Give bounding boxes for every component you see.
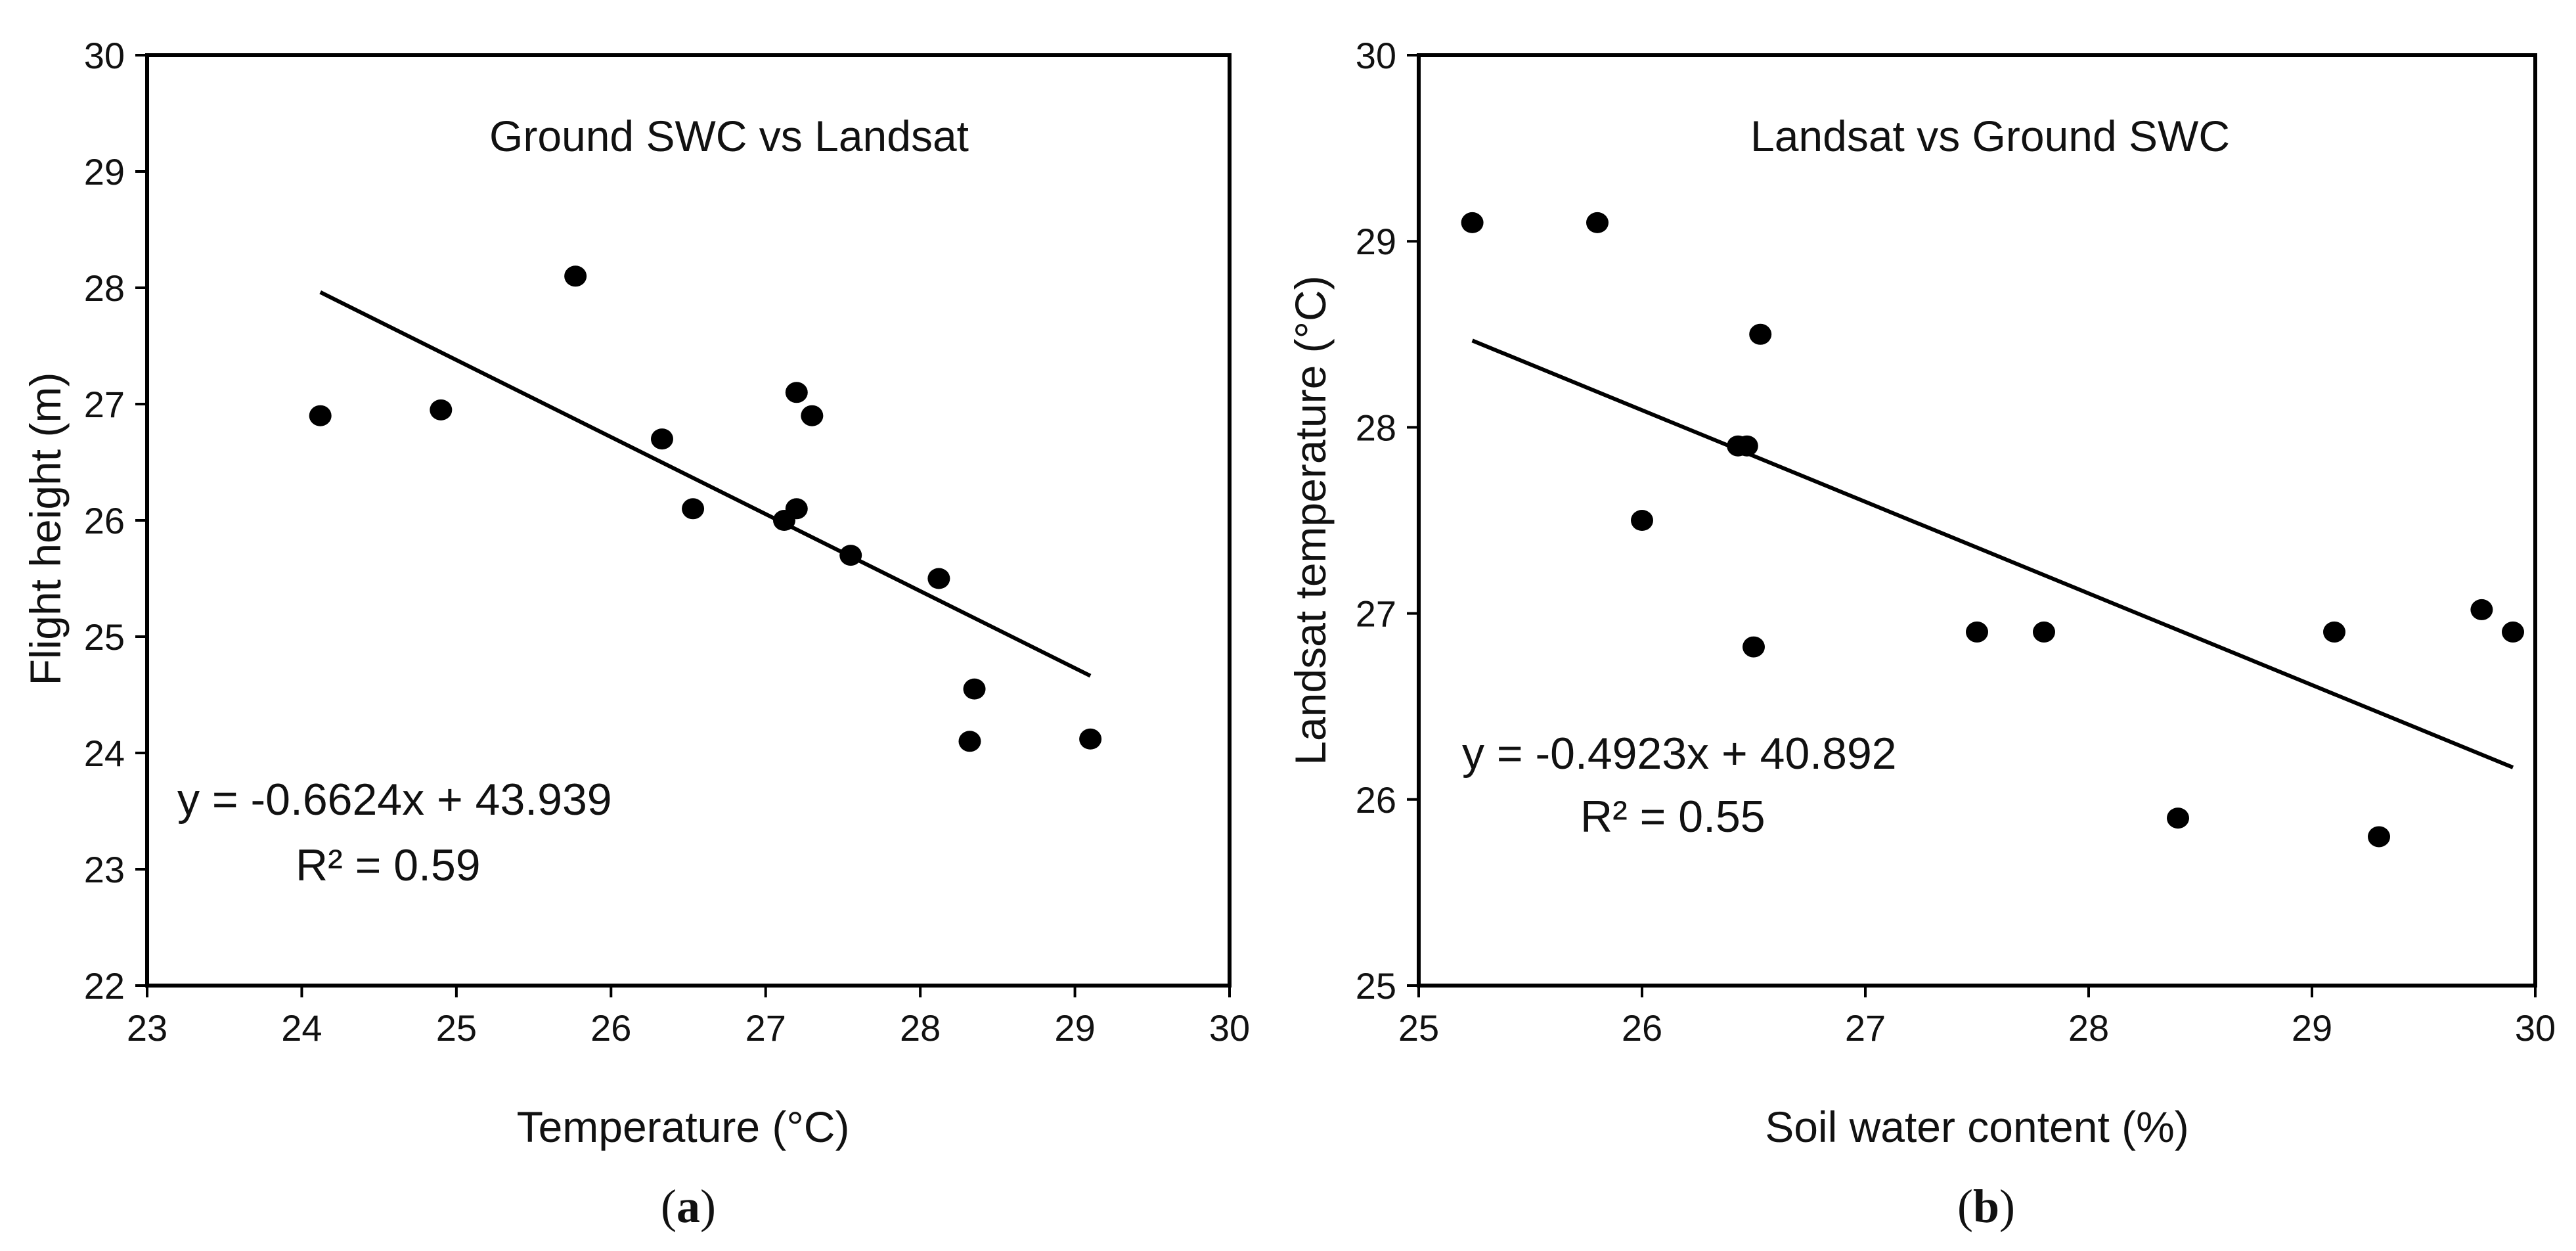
panel-a-data-point	[801, 405, 824, 426]
panel-b-data-point	[2033, 621, 2055, 643]
panel-b-chart: 25 26 27 28 29 30 25 26 27 28 29 30 Landsat vs Grou…	[1286, 35, 2556, 1233]
panel-b-caption-open: (	[1957, 1180, 1973, 1233]
panel-b-x-axis-title: Soil water content (%)	[1765, 1103, 2189, 1151]
panel-a-x-tick-label: 27	[745, 1007, 786, 1049]
panel-a-data-point	[650, 428, 673, 450]
panel-a-y-tick-label: 24	[84, 733, 125, 774]
panel-b-points	[1461, 212, 2524, 848]
panel-a-x-axis-title: Temperature (°C)	[517, 1103, 850, 1151]
panel-b-data-point	[2323, 621, 2345, 643]
panel-a-equation: y = -0.6624x + 43.939	[177, 775, 612, 825]
panel-a-y-tick-label: 29	[84, 151, 125, 193]
panel-b-data-point	[1735, 435, 1758, 457]
panel-b-y-tick-label: 28	[1356, 407, 1396, 448]
panel-a-y-tick-label: 22	[84, 965, 125, 1007]
panel-a-data-point	[430, 399, 453, 421]
panel-a-data-point	[1079, 728, 1102, 750]
panel-a-y-tick-label: 26	[84, 500, 125, 541]
panel-b-data-point	[1743, 636, 1765, 658]
panel-b-y-tick-label: 26	[1356, 779, 1396, 821]
panel-a-caption-close: )	[700, 1180, 716, 1233]
panel-b-y-tick-label: 27	[1356, 593, 1396, 635]
panel-b-data-point	[2470, 599, 2493, 620]
panel-b-trendline	[1471, 338, 2514, 769]
panel-a-r-squared: R² = 0.59	[296, 840, 481, 890]
panel-b-caption-close: )	[1999, 1180, 2015, 1233]
panel-b-title: Landsat vs Ground SWC	[1750, 112, 2230, 160]
panel-b-caption-letter: b	[1973, 1180, 1999, 1233]
panel-b-r-squared: R² = 0.55	[1580, 792, 1765, 842]
panel-a-x-tick-label: 24	[281, 1007, 322, 1049]
panel-a-trendline	[319, 290, 1092, 678]
panel-b-x-tick-label: 28	[2068, 1007, 2109, 1049]
panel-b-y-tick-label: 30	[1356, 35, 1396, 76]
panel-b-data-point	[1749, 323, 1772, 345]
panel-a-data-point	[963, 678, 986, 700]
panel-b-x-tick-label: 26	[1622, 1007, 1662, 1049]
panel-b-data-point	[2167, 807, 2189, 829]
panel-b-ticks	[1407, 54, 2537, 997]
panel-a-y-tick-label: 30	[84, 35, 125, 76]
panel-b-plot-frame	[1417, 53, 2537, 988]
panel-a-x-tick-label: 30	[1209, 1007, 1250, 1049]
panel-a-data-point	[564, 265, 587, 287]
panel-a-x-tick-label: 26	[590, 1007, 631, 1049]
panel-a-x-tick-label: 25	[436, 1007, 477, 1049]
panel-a-title: Ground SWC vs Landsat	[489, 112, 969, 160]
panel-a-y-tick-label: 28	[84, 267, 125, 309]
panel-b-x-tick-label: 30	[2515, 1007, 2556, 1049]
panel-b-data-point	[1586, 212, 1609, 233]
panel-b-data-point	[1631, 510, 1653, 531]
panel-a-y-tick-label: 23	[84, 849, 125, 890]
panel-b-x-tick-label: 29	[2292, 1007, 2332, 1049]
panel-b-tick-labels: 25 26 27 28 29 30 25 26 27 28 29 30	[1356, 35, 2556, 1049]
panel-b-data-point	[1966, 621, 1988, 643]
panel-b-y-axis-title: Landsat temperature (°C)	[1286, 275, 1335, 765]
panel-a-data-point	[958, 731, 981, 752]
panel-a-points	[309, 265, 1102, 752]
panel-b-data-point	[2368, 826, 2390, 848]
panel-a-y-tick-label: 27	[84, 384, 125, 425]
panel-a-x-tick-label: 29	[1054, 1007, 1095, 1049]
panel-a-caption-letter: a	[677, 1180, 700, 1233]
panel-b-equation: y = -0.4923x + 40.892	[1462, 729, 1897, 779]
panel-a-caption: (a)	[661, 1180, 716, 1233]
panel-a-data-point	[785, 498, 808, 520]
panel-b-y-tick-label: 25	[1356, 965, 1396, 1007]
panel-a-y-axis-title: Flight height (m)	[21, 373, 70, 686]
panel-b-y-tick-label: 29	[1356, 221, 1396, 262]
panel-a-y-tick-label: 25	[84, 616, 125, 658]
panel-a-data-point	[839, 545, 862, 566]
panel-a-data-point	[785, 382, 808, 403]
panel-b-data-point	[1461, 212, 1484, 233]
panel-a-ticks	[135, 54, 1231, 997]
panel-a-data-point	[309, 405, 332, 426]
panel-b-data-point	[2502, 621, 2524, 643]
panel-b-caption: (b)	[1957, 1180, 2015, 1233]
panel-a-x-tick-label: 28	[900, 1007, 941, 1049]
panel-a-data-point	[927, 568, 950, 589]
panel-a-x-tick-label: 23	[127, 1007, 167, 1049]
panel-a-data-point	[682, 498, 705, 520]
panel-b-x-tick-label: 25	[1398, 1007, 1439, 1049]
panel-b-x-tick-label: 27	[1845, 1007, 1886, 1049]
panel-a-caption-open: (	[661, 1180, 677, 1233]
